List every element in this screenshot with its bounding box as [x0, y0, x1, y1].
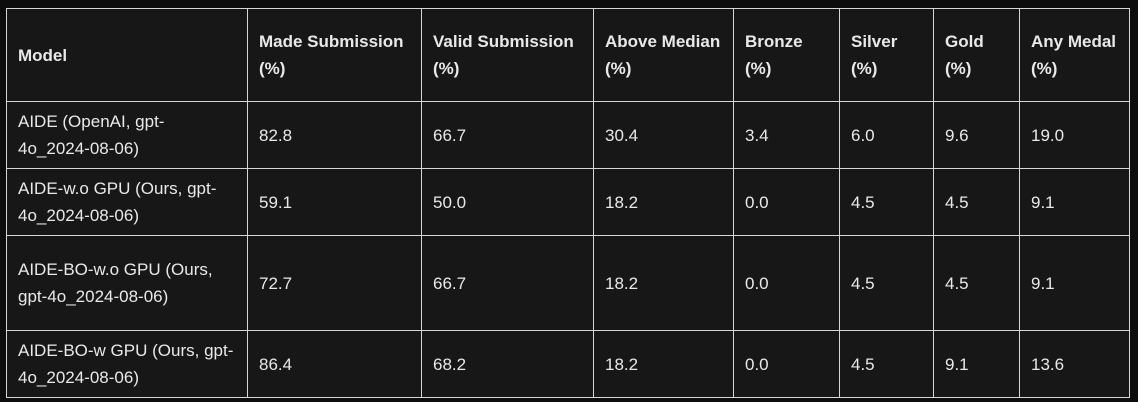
cell-above-median: 18.2	[593, 168, 734, 236]
cell-valid-submission: 68.2	[421, 330, 594, 398]
table-row: AIDE-BO-w.o GPU (Ours, gpt-4o_2024-08-06…	[6, 235, 1130, 331]
cell-silver: 4.5	[839, 235, 934, 331]
cell-any-medal: 9.1	[1019, 168, 1130, 236]
cell-any-medal: 9.1	[1019, 235, 1130, 331]
cell-gold: 4.5	[933, 235, 1020, 331]
header-gold: Gold (%)	[933, 8, 1020, 102]
header-above-median: Above Median (%)	[593, 8, 734, 102]
results-table-container: Model Made Submission (%) Valid Submissi…	[6, 8, 1130, 398]
header-bronze: Bronze (%)	[733, 8, 840, 102]
cell-made-submission: 82.8	[247, 101, 422, 169]
table-header-row: Model Made Submission (%) Valid Submissi…	[6, 8, 1130, 102]
cell-model: AIDE-BO-w GPU (Ours, gpt-4o_2024-08-06)	[6, 330, 248, 398]
cell-gold: 4.5	[933, 168, 1020, 236]
cell-silver: 4.5	[839, 330, 934, 398]
cell-any-medal: 13.6	[1019, 330, 1130, 398]
header-valid-submission: Valid Submission (%)	[421, 8, 594, 102]
cell-silver: 6.0	[839, 101, 934, 169]
cell-bronze: 3.4	[733, 101, 840, 169]
cell-model: AIDE-BO-w.o GPU (Ours, gpt-4o_2024-08-06…	[6, 235, 248, 331]
results-table: Model Made Submission (%) Valid Submissi…	[6, 8, 1130, 398]
table-row: AIDE (OpenAI, gpt-4o_2024-08-06) 82.8 66…	[6, 101, 1130, 169]
header-silver: Silver (%)	[839, 8, 934, 102]
cell-any-medal: 19.0	[1019, 101, 1130, 169]
cell-made-submission: 72.7	[247, 235, 422, 331]
cell-silver: 4.5	[839, 168, 934, 236]
cell-made-submission: 86.4	[247, 330, 422, 398]
cell-above-median: 18.2	[593, 235, 734, 331]
cell-bronze: 0.0	[733, 330, 840, 398]
cell-model: AIDE (OpenAI, gpt-4o_2024-08-06)	[6, 101, 248, 169]
cell-gold: 9.6	[933, 101, 1020, 169]
cell-valid-submission: 66.7	[421, 235, 594, 331]
header-made-submission: Made Submission (%)	[247, 8, 422, 102]
table-row: AIDE-BO-w GPU (Ours, gpt-4o_2024-08-06) …	[6, 330, 1130, 398]
cell-made-submission: 59.1	[247, 168, 422, 236]
table-row: AIDE-w.o GPU (Ours, gpt-4o_2024-08-06) 5…	[6, 168, 1130, 236]
cell-model: AIDE-w.o GPU (Ours, gpt-4o_2024-08-06)	[6, 168, 248, 236]
cell-valid-submission: 66.7	[421, 101, 594, 169]
cell-bronze: 0.0	[733, 235, 840, 331]
cell-above-median: 30.4	[593, 101, 734, 169]
cell-valid-submission: 50.0	[421, 168, 594, 236]
header-any-medal: Any Medal (%)	[1019, 8, 1130, 102]
header-model: Model	[6, 8, 248, 102]
cell-gold: 9.1	[933, 330, 1020, 398]
cell-bronze: 0.0	[733, 168, 840, 236]
cell-above-median: 18.2	[593, 330, 734, 398]
